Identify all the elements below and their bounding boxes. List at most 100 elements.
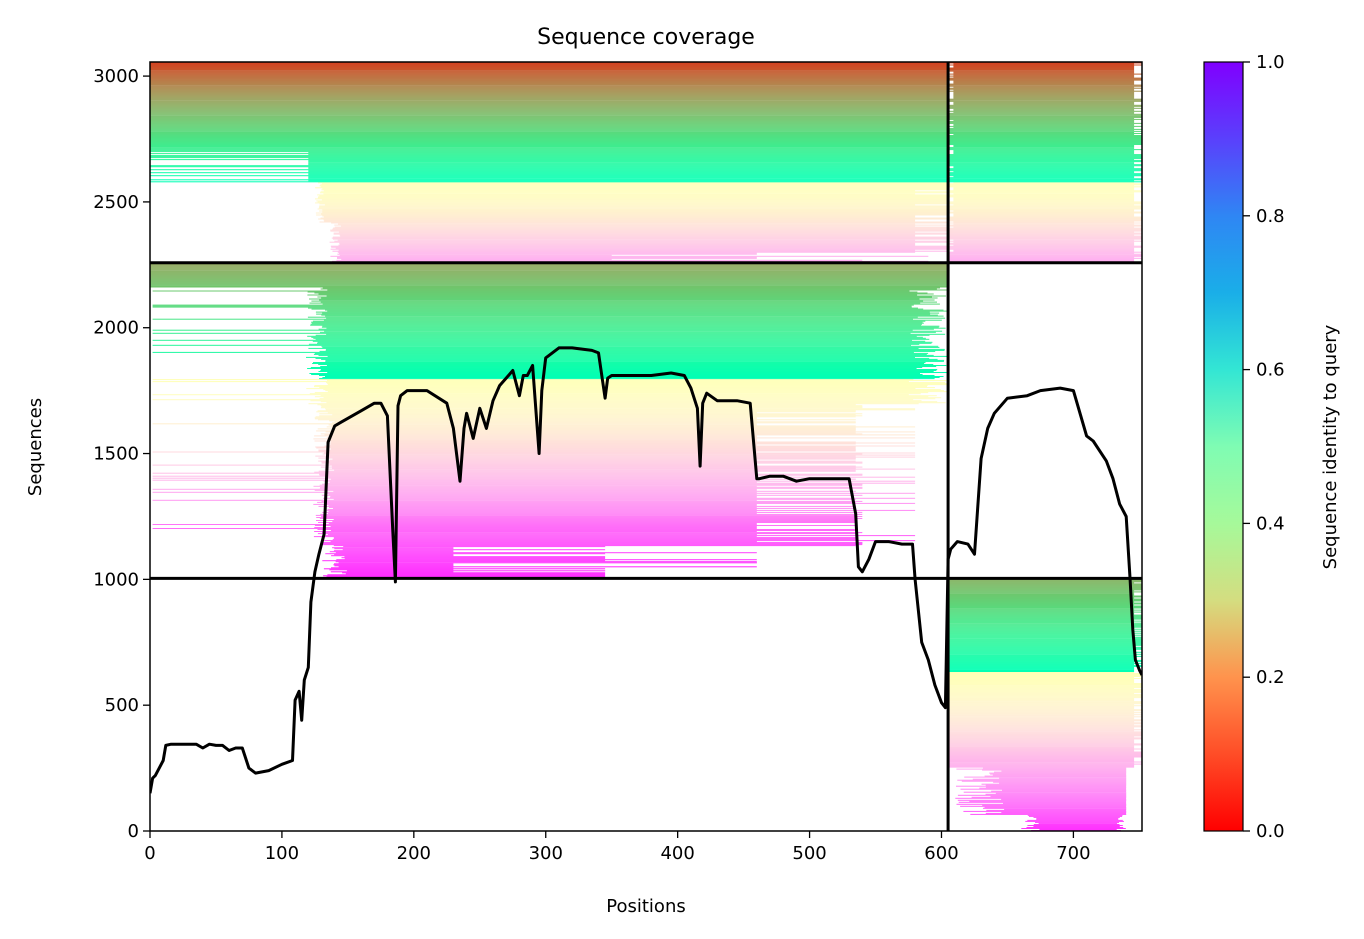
msa-row <box>948 613 1135 615</box>
msa-row <box>325 454 916 456</box>
msa-row <box>339 242 916 244</box>
msa-row <box>307 291 918 293</box>
msa-row <box>948 754 1142 756</box>
msa-row <box>948 699 1135 701</box>
msa-row <box>948 128 1142 130</box>
msa-row <box>948 662 1142 664</box>
msa-row <box>320 513 863 515</box>
msa-row <box>150 80 949 82</box>
msa-row <box>325 409 916 411</box>
msa-row <box>948 670 1135 672</box>
msa-row <box>948 741 1135 743</box>
msa-row <box>320 192 949 194</box>
msa-row <box>948 113 1142 115</box>
msa-row <box>325 390 944 392</box>
msa-row <box>948 625 1142 627</box>
msa-row <box>990 795 1127 797</box>
msa-row <box>948 110 1142 112</box>
msa-row <box>316 520 856 522</box>
msa-row <box>948 240 1142 242</box>
msa-row <box>948 740 1135 742</box>
msa-row <box>150 159 949 161</box>
msa-row <box>948 646 1142 648</box>
msa-row <box>948 648 1142 650</box>
coverage-heatmap <box>150 62 1142 831</box>
msa-row <box>953 200 1135 202</box>
msa-row <box>327 391 948 393</box>
msa-row <box>324 330 943 332</box>
msa-row <box>948 179 1142 181</box>
msa-row <box>314 525 856 527</box>
msa-row <box>328 523 757 525</box>
msa-row <box>948 672 1135 674</box>
msa-row <box>948 136 1142 138</box>
msa-row <box>948 678 1142 680</box>
msa-row <box>332 521 856 523</box>
msa-row <box>323 219 916 221</box>
msa-row <box>150 113 949 115</box>
msa-row <box>320 433 863 435</box>
msa-row <box>948 64 1142 66</box>
msa-row <box>948 186 1142 188</box>
msa-row <box>321 358 938 360</box>
msa-row <box>321 500 863 502</box>
msa-row <box>150 78 949 80</box>
msa-row <box>948 218 1142 220</box>
msa-row <box>317 342 932 344</box>
msa-row <box>970 813 1127 815</box>
msa-row <box>948 614 1142 616</box>
msa-row <box>1035 821 1119 823</box>
msa-row <box>948 122 1142 124</box>
msa-row <box>948 222 1142 224</box>
msa-row <box>150 150 949 152</box>
msa-row <box>325 476 916 478</box>
msa-row <box>150 175 949 177</box>
colorbar-tick-label: 0.4 <box>1256 513 1285 534</box>
msa-row <box>948 649 1135 651</box>
msa-row <box>150 264 949 266</box>
msa-row <box>329 496 757 498</box>
msa-row <box>1026 827 1124 829</box>
msa-row <box>948 743 1142 745</box>
msa-row <box>948 645 1135 647</box>
msa-row <box>948 174 1142 176</box>
msa-row <box>964 776 1127 778</box>
msa-row <box>953 199 1135 201</box>
msa-row <box>1003 802 1127 804</box>
msa-row <box>948 658 1135 660</box>
msa-row <box>948 157 1142 159</box>
msa-row <box>948 677 1135 679</box>
msa-row <box>308 163 949 165</box>
msa-row <box>319 185 949 187</box>
msa-row <box>948 161 1142 163</box>
msa-row <box>319 205 949 207</box>
msa-row <box>150 281 949 283</box>
msa-row <box>308 174 949 176</box>
msa-row <box>948 593 1135 595</box>
msa-row <box>308 160 949 162</box>
msa-row <box>329 436 757 438</box>
msa-row <box>317 201 949 203</box>
msa-row <box>948 195 1135 197</box>
msa-row <box>315 334 930 336</box>
msa-row <box>953 152 1135 154</box>
msa-row <box>948 115 1142 117</box>
msa-row <box>1002 789 1127 791</box>
msa-row <box>314 435 757 437</box>
msa-row <box>328 493 757 495</box>
msa-row <box>150 99 949 101</box>
msa-row <box>332 539 856 541</box>
msa-row <box>948 644 1142 646</box>
msa-row <box>948 170 1142 172</box>
msa-row <box>319 210 949 212</box>
msa-row <box>990 773 1127 775</box>
msa-row <box>963 791 1127 793</box>
msa-row <box>311 321 923 323</box>
msa-row <box>948 212 1142 214</box>
msa-row <box>948 257 1142 259</box>
msa-row <box>150 127 949 129</box>
msa-row <box>953 95 1135 97</box>
msa-row <box>948 640 1142 642</box>
msa-row <box>956 803 1127 805</box>
msa-row <box>150 149 949 151</box>
